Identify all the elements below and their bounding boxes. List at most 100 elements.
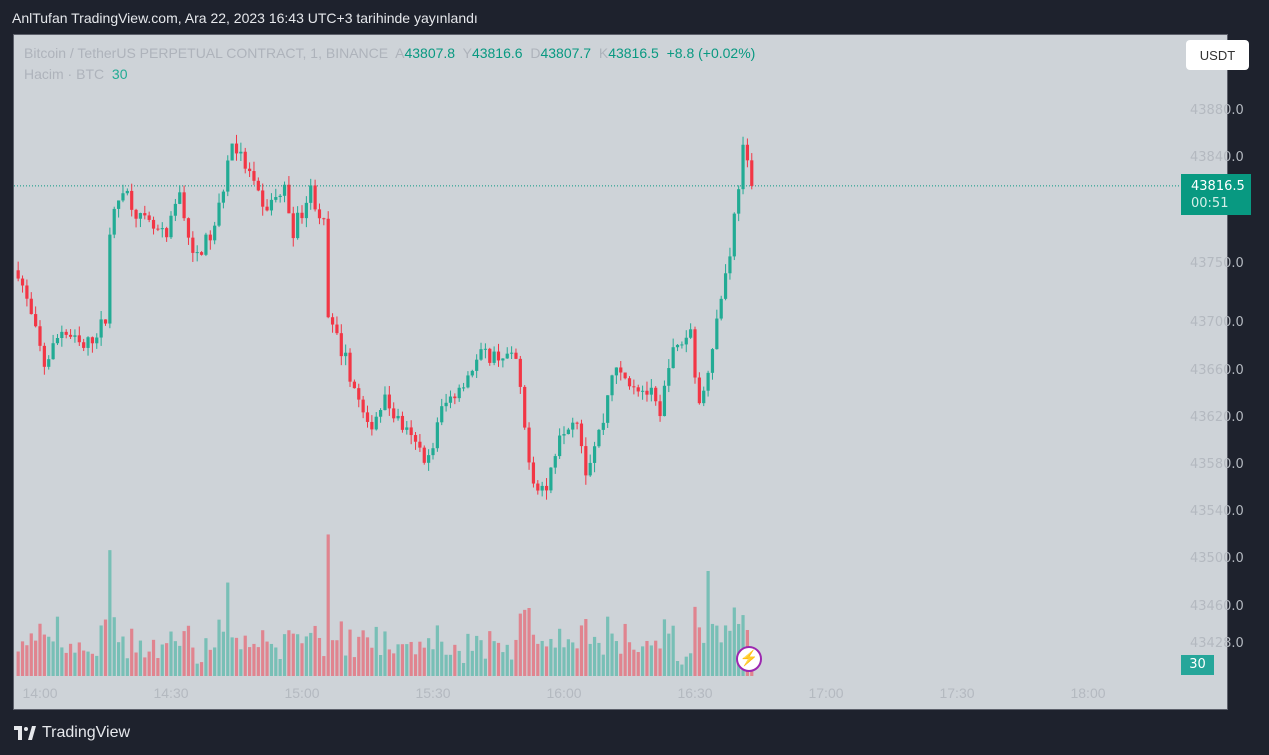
change-value: +8.8 (+0.02%) xyxy=(666,45,756,61)
flash-icon[interactable]: ⚡ xyxy=(736,646,762,672)
volume-bar xyxy=(357,636,361,676)
volume-bar xyxy=(470,650,474,676)
volume-bar xyxy=(549,638,553,676)
candle-body xyxy=(544,485,549,491)
volume-bar xyxy=(234,637,239,676)
volume-bar xyxy=(291,633,295,676)
candle-body xyxy=(313,185,317,210)
volume-bar xyxy=(571,642,575,676)
candle-body xyxy=(248,168,252,172)
candle-body xyxy=(706,372,710,391)
candle-body xyxy=(60,331,64,339)
candle-body xyxy=(169,215,173,238)
volume-bar xyxy=(427,638,431,676)
candle-body xyxy=(186,218,191,238)
volume-bar xyxy=(492,641,496,676)
tradingview-logo-icon xyxy=(14,726,36,740)
candle-body xyxy=(680,344,684,346)
currency-button[interactable]: USDT xyxy=(1186,40,1249,70)
candle-body xyxy=(689,329,693,338)
volume-bar xyxy=(274,647,278,676)
candle-body xyxy=(575,422,579,424)
price-tick: 43580.0 xyxy=(1190,457,1244,472)
candle-body xyxy=(213,225,217,241)
volume-bar xyxy=(741,615,745,676)
volume-bar xyxy=(750,668,754,676)
candle-body xyxy=(435,422,439,449)
volume-bar xyxy=(475,635,479,676)
volume-bar xyxy=(90,653,94,676)
candle-body xyxy=(684,337,688,345)
candle-body xyxy=(151,219,156,229)
volume-bar xyxy=(540,640,544,676)
candle-body xyxy=(217,202,221,226)
candle-body xyxy=(579,423,584,447)
symbol-name[interactable]: Bitcoin / TetherUS PERPETUAL CONTRACT, 1… xyxy=(24,45,389,61)
volume-bar xyxy=(112,617,116,676)
candle-body xyxy=(29,298,33,315)
candle-body xyxy=(68,334,73,337)
volume-bar xyxy=(208,649,212,676)
volume-bar xyxy=(505,644,509,676)
price-tick: 43500.0 xyxy=(1190,551,1244,567)
candle-body xyxy=(671,347,675,369)
candle-body xyxy=(431,448,435,456)
candle-body xyxy=(387,394,391,409)
volume-bar xyxy=(309,632,313,676)
candle-body xyxy=(623,372,627,379)
candle-body xyxy=(422,447,426,463)
volume-bar xyxy=(579,625,584,676)
candle-body xyxy=(457,387,461,399)
volume-bar xyxy=(544,646,549,676)
candle-body xyxy=(614,367,618,376)
candle-body xyxy=(619,367,623,373)
volume-bar xyxy=(636,652,640,676)
footer-brand[interactable]: TradingView xyxy=(14,724,130,742)
candle-body xyxy=(182,192,186,219)
volume-bar xyxy=(431,649,435,676)
volume-bar xyxy=(60,647,64,676)
volume-bar xyxy=(330,640,335,676)
volume-bar xyxy=(531,634,536,676)
candle-body xyxy=(108,234,112,324)
candle-body xyxy=(745,144,749,161)
volume-bar xyxy=(405,644,409,676)
volume-bar xyxy=(282,634,287,676)
volume-bar xyxy=(195,663,199,676)
candle-body xyxy=(95,337,99,344)
time-tick: 17:00 xyxy=(808,685,844,701)
candle-body xyxy=(156,228,160,230)
candle-body xyxy=(20,278,25,286)
time-tick: 15:00 xyxy=(284,685,320,701)
volume-label[interactable]: Hacim · BTC xyxy=(24,66,105,82)
candle-body xyxy=(654,387,658,402)
candle-body xyxy=(553,456,557,468)
candle-body xyxy=(737,189,741,214)
candle-body xyxy=(418,441,422,448)
candle-body xyxy=(82,342,86,348)
candle-body xyxy=(584,446,588,476)
volume-bar xyxy=(728,630,732,676)
volume-bar xyxy=(82,650,86,676)
volume-bar xyxy=(444,654,448,676)
volume-bar xyxy=(553,647,557,676)
volume-bar xyxy=(108,550,112,676)
volume-bar xyxy=(322,656,326,676)
volume-bar xyxy=(466,633,470,676)
volume-bar xyxy=(422,647,426,676)
candle-body xyxy=(287,184,291,214)
candle-body xyxy=(645,390,649,395)
candle-body xyxy=(121,193,125,201)
volume-bar xyxy=(488,631,492,676)
open-value: 43807.8 xyxy=(404,45,456,61)
candle-body xyxy=(527,427,531,463)
candle-body xyxy=(400,415,405,430)
candle-body xyxy=(361,399,365,413)
volume-bar xyxy=(566,639,570,676)
candle-body xyxy=(330,317,335,325)
candle-body xyxy=(239,151,243,154)
volume-bar xyxy=(592,636,597,676)
candle-body xyxy=(479,349,483,360)
volume-bar xyxy=(99,625,103,676)
